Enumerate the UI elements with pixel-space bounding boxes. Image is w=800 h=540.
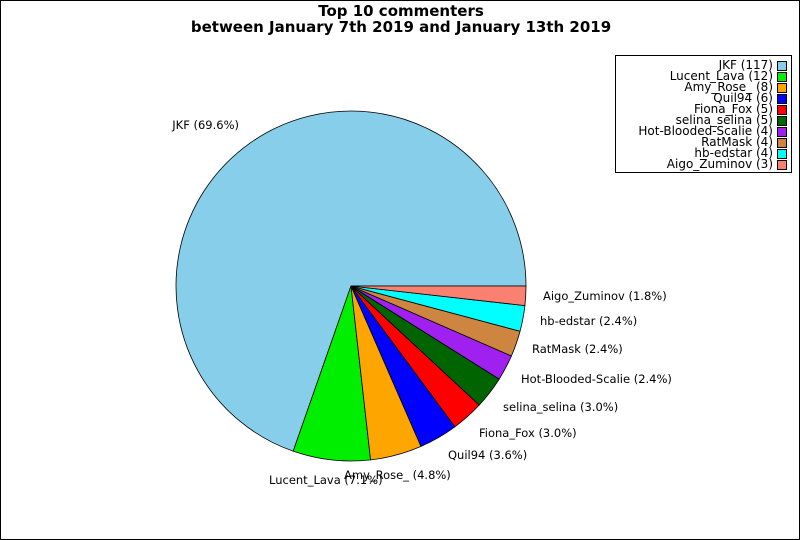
legend-swatch	[777, 137, 787, 148]
legend-label: Aigo_Zuminov (3)	[666, 157, 773, 171]
legend-swatch	[777, 93, 787, 104]
legend-label: Fiona_Fox (5)	[693, 102, 773, 116]
slice-label-amy-rose: Amy_Rose_ (4.8%)	[344, 468, 451, 482]
slice-label-lucent-lava: Lucent_Lava (7.1%)	[269, 473, 383, 487]
legend-label: Amy_Rose_ (8)	[684, 80, 773, 94]
pie-slice-aigo-zuminov	[350, 285, 527, 307]
chart-title: Top 10 commenters	[318, 2, 484, 20]
legend-label: selina_selina (5)	[675, 113, 773, 127]
slice-label-aigo-zuminov: Aigo_Zuminov (1.8%)	[543, 289, 667, 303]
legend-item-jkf: JKF (117)	[718, 58, 787, 72]
slice-label-hb-edstar: hb-edstar (2.4%)	[540, 314, 637, 328]
chart-legend: JKF (117) Lucent_Lava (12) Amy_Rose_ (8) Qu…	[615, 55, 792, 173]
legend-swatch	[777, 104, 787, 115]
legend-swatch	[777, 115, 787, 126]
slice-label-quil94: Quil94 (3.6%)	[448, 448, 527, 462]
legend-label: Quil94 (6)	[713, 91, 773, 105]
legend-item-aigo-zuminov: Aigo_Zuminov (3)	[666, 157, 787, 171]
legend-label: hb-edstar (4)	[694, 146, 773, 160]
slice-label-jkf: JKF (69.6%)	[171, 118, 239, 132]
legend-swatch	[777, 71, 787, 82]
legend-item-amy-rose: Amy_Rose_ (8)	[684, 80, 787, 94]
legend-label: RatMask (4)	[701, 135, 773, 149]
legend-item-quil94: Quil94 (6)	[713, 91, 787, 105]
chart-subtitle: between January 7th 2019 and January 13t…	[190, 18, 612, 36]
chart-title-block: Top 10 commenters between January 7th 20…	[1, 2, 799, 36]
legend-item-hot-blooded-scalie: Hot-Blooded-Scalie (4)	[638, 124, 787, 138]
legend-swatch	[777, 126, 787, 137]
legend-item-lucent-lava: Lucent_Lava (12)	[669, 69, 787, 83]
slice-label-ratmask: RatMask (2.4%)	[532, 342, 623, 356]
legend-swatch	[777, 159, 787, 170]
legend-item-ratmask: RatMask (4)	[701, 135, 787, 149]
legend-item-selina-selina: selina_selina (5)	[675, 113, 787, 127]
legend-label: JKF (117)	[718, 58, 773, 72]
slice-label-fiona-fox: Fiona_Fox (3.0%)	[479, 426, 577, 440]
legend-label: Hot-Blooded-Scalie (4)	[638, 124, 773, 138]
legend-swatch	[777, 60, 787, 71]
legend-item-hb-edstar: hb-edstar (4)	[694, 146, 787, 160]
slice-label-selina-selina: selina_selina (3.0%)	[503, 400, 618, 414]
legend-item-fiona-fox: Fiona_Fox (5)	[693, 102, 787, 116]
slice-label-hot-blooded-scalie: Hot-Blooded-Scalie (2.4%)	[521, 372, 672, 386]
legend-swatch	[777, 148, 787, 159]
pie-slice-jkf	[175, 110, 527, 452]
legend-swatch	[777, 82, 787, 93]
legend-label: Lucent_Lava (12)	[669, 69, 773, 83]
